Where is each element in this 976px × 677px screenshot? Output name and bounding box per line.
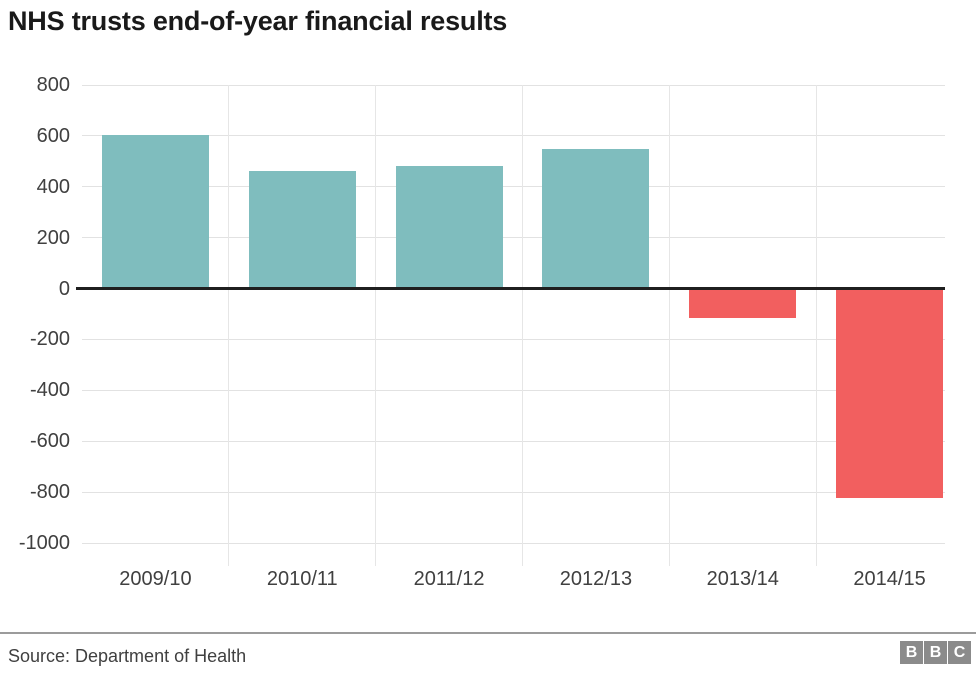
x-axis-label: 2009/10 [119, 568, 192, 590]
x-axis-label: 2010/11 [266, 568, 338, 590]
gridline-400 [82, 186, 945, 188]
vertical-gridline [815, 85, 817, 566]
x-axis-label: 2013/14 [706, 568, 779, 590]
vertical-gridline [522, 85, 523, 566]
gridline-200 [82, 237, 945, 239]
bar-2010-11 [248, 171, 356, 289]
bbc-logo-letter: C [948, 641, 971, 664]
y-axis-tick-label: -400 [29, 379, 70, 402]
x-axis-label: 2011/12 [413, 568, 485, 590]
chart-title: NHS trusts end-of-year financial results [8, 6, 508, 36]
bbc-logo-letter: B [900, 641, 923, 664]
bbc-logo-letter: B [924, 641, 947, 664]
x-axis-label: 2012/13 [559, 568, 633, 590]
zero-axis-line [76, 287, 945, 291]
gridline--600 [82, 440, 945, 442]
footer-divider [0, 632, 976, 634]
gridline-600 [82, 135, 945, 137]
y-axis-tick-label: 400 [36, 175, 70, 198]
x-axis-label: 2014/15 [853, 568, 926, 590]
gridline--400 [82, 389, 945, 391]
gridline--800 [82, 491, 945, 493]
y-axis-tick-label: -800 [29, 481, 70, 504]
bar-2012-13 [542, 149, 650, 289]
source-label: Source: Department of Health [8, 646, 247, 666]
bar-2013-14 [689, 288, 797, 318]
gridline--200 [82, 338, 945, 340]
gridline--1000 [82, 542, 945, 544]
bar-2009-10 [101, 134, 209, 289]
vertical-gridline [375, 85, 377, 566]
plot-area: 800 600 400 200 0 -200 -400 -600 -800 -1000 2009/1… [19, 75, 963, 590]
vertical-gridline [228, 85, 230, 566]
y-axis-tick-label: 600 [36, 124, 70, 147]
y-axis-tick-label: -600 [29, 430, 70, 453]
gridline-800 [82, 84, 945, 86]
vertical-gridline [668, 85, 670, 566]
bbc-logo: B B C [900, 641, 971, 664]
bar-2014-15 [836, 288, 944, 498]
y-axis-tick-label: 0 [58, 277, 70, 300]
y-axis-tick-label: 200 [36, 226, 70, 249]
y-axis-tick-label: -200 [29, 328, 70, 351]
bar-2011-12 [395, 166, 503, 289]
y-axis-tick-label: 800 [36, 74, 70, 96]
y-axis-tick-label: -1000 [18, 532, 70, 554]
